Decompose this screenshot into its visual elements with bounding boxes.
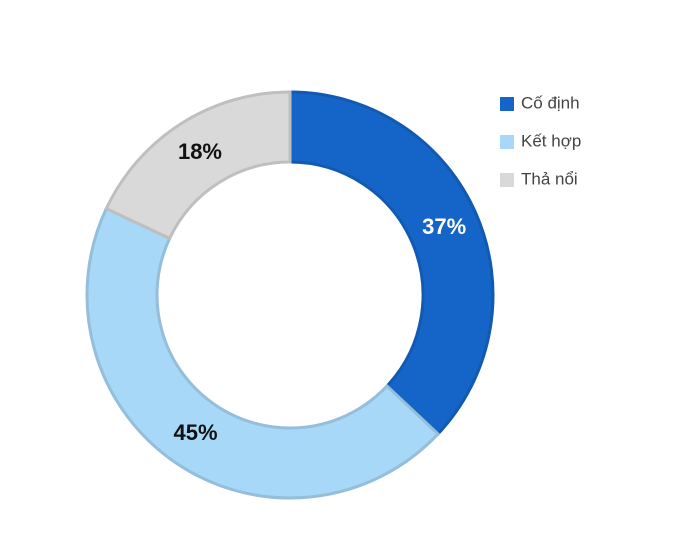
- donut-slice: [288, 90, 495, 437]
- legend-label: Thả nổi: [521, 169, 578, 188]
- legend-label: Kết hợp: [521, 131, 581, 150]
- legend-swatch: [500, 97, 514, 111]
- legend-swatch: [500, 135, 514, 149]
- donut-slice: [104, 90, 292, 241]
- value-label: 45%: [174, 420, 218, 445]
- value-label: 37%: [422, 214, 466, 239]
- donut-slice: [85, 206, 441, 500]
- legend-swatch: [500, 173, 514, 187]
- legend-label: Cố định: [521, 93, 580, 112]
- value-label: 18%: [178, 139, 222, 164]
